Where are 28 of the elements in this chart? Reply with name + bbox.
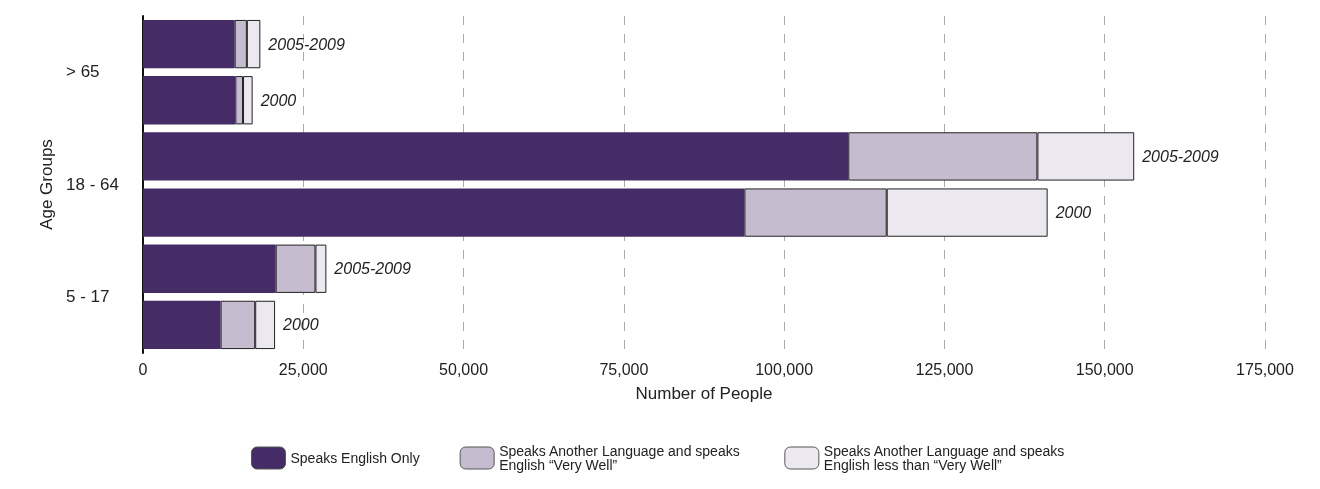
legend-label: Speaks English Only [290,450,420,466]
bar [143,132,849,181]
x-axis-title: Number of People [635,384,773,403]
x-tick-label: 125,000 [915,360,974,378]
x-tick-label: 0 [138,360,148,378]
y-tick-label: 2000 [282,316,319,334]
y-tick-label: 2000 [1054,204,1092,222]
text: > 65 [66,62,100,82]
x-tick-label: 75,000 [599,360,649,378]
bar [143,19,235,69]
x-tick-label: 100,000 [755,360,814,378]
x-tick-label: 150,000 [1075,360,1134,378]
text: 5 - 17 [66,286,110,306]
y-tick-label: 2005-2009 [267,35,345,53]
bar [143,300,221,350]
x-tick-label: 25,000 [278,360,328,378]
y-axis-title: Age Groups [37,139,56,230]
legend-label: Speaks Another Language and speaks English “Very Well” [499,443,744,473]
legend-label: Speaks Another Language and speaks English less than “Very Well” [823,443,1069,473]
bar [143,76,236,125]
text: 18 - 64 [66,174,119,194]
y-tick-label: 2005-2009 [1141,147,1219,165]
y-tick-label: 2000 [259,91,297,109]
y-tick-label: 2005-2009 [333,260,411,278]
x-tick-label: 175,000 [1236,360,1295,378]
bar [143,188,745,237]
x-tick-label: 50,000 [439,360,489,378]
bar [143,244,276,293]
